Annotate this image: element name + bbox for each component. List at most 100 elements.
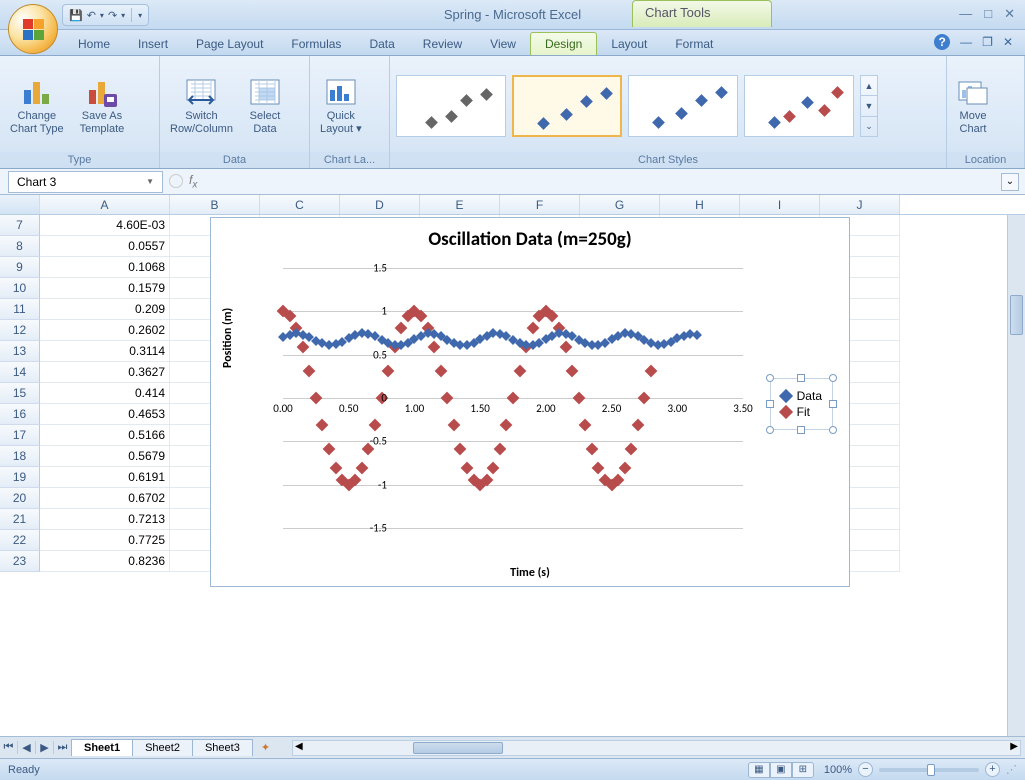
expand-formula-bar-button[interactable]: ⌄: [1001, 173, 1019, 191]
row-header[interactable]: 13: [0, 341, 40, 362]
window-minimize-icon[interactable]: —: [960, 35, 972, 49]
chart-style-preview[interactable]: [396, 75, 506, 137]
worksheet-grid[interactable]: ABCDEFGHIJ 74.60E-0380.055790.1068100.15…: [0, 195, 1025, 736]
data-point[interactable]: [631, 418, 644, 431]
row-header[interactable]: 15: [0, 383, 40, 404]
resize-grip-icon[interactable]: ⋰: [1006, 763, 1017, 776]
cell[interactable]: 0.0557: [40, 236, 170, 257]
fx-icon[interactable]: fx: [189, 173, 197, 190]
cell[interactable]: 0.5679: [40, 446, 170, 467]
tab-insert[interactable]: Insert: [124, 33, 182, 55]
zoom-level[interactable]: 100%: [824, 764, 852, 776]
tab-format[interactable]: Format: [661, 33, 727, 55]
zoom-out-button[interactable]: −: [858, 762, 873, 777]
select-all-button[interactable]: [0, 195, 40, 214]
sheet-tab[interactable]: Sheet3: [192, 739, 253, 756]
save-as-template-button[interactable]: Save As Template: [76, 72, 129, 140]
data-point[interactable]: [296, 340, 309, 353]
switch-row-column-button[interactable]: Switch Row/Column: [166, 72, 237, 140]
column-header[interactable]: J: [820, 195, 900, 214]
row-header[interactable]: 21: [0, 509, 40, 530]
zoom-slider[interactable]: [879, 768, 979, 772]
cell[interactable]: 0.2602: [40, 320, 170, 341]
cell[interactable]: 0.3114: [40, 341, 170, 362]
select-data-button[interactable]: Select Data: [245, 72, 285, 140]
row-header[interactable]: 9: [0, 257, 40, 278]
row-header[interactable]: 20: [0, 488, 40, 509]
tab-layout[interactable]: Layout: [597, 33, 661, 55]
scrollbar-thumb[interactable]: [1010, 295, 1023, 335]
horizontal-scrollbar[interactable]: ◀ ▶: [292, 740, 1021, 756]
sheet-tab[interactable]: Sheet1: [71, 739, 133, 756]
data-point[interactable]: [625, 443, 638, 456]
cell[interactable]: 0.209: [40, 299, 170, 320]
x-axis-label[interactable]: Time (s): [510, 566, 550, 580]
cell[interactable]: 0.6702: [40, 488, 170, 509]
column-header[interactable]: G: [580, 195, 660, 214]
cell[interactable]: 0.414: [40, 383, 170, 404]
close-button[interactable]: ✕: [1004, 6, 1015, 22]
zoom-in-button[interactable]: +: [985, 762, 1000, 777]
tab-page-layout[interactable]: Page Layout: [182, 33, 277, 55]
column-header[interactable]: C: [260, 195, 340, 214]
column-header[interactable]: B: [170, 195, 260, 214]
chart-title[interactable]: Oscillation Data (m=250g): [211, 218, 849, 255]
maximize-button[interactable]: □: [984, 6, 992, 22]
next-sheet-button[interactable]: ▶: [36, 741, 54, 754]
quick-layout-button[interactable]: Quick Layout ▾: [316, 72, 366, 140]
row-header[interactable]: 10: [0, 278, 40, 299]
chart-style-preview[interactable]: [744, 75, 854, 137]
vertical-scrollbar[interactable]: [1007, 215, 1025, 736]
cell[interactable]: 4.60E-03: [40, 215, 170, 236]
redo-icon[interactable]: ↷: [108, 9, 117, 22]
embedded-chart[interactable]: Oscillation Data (m=250g) Position (m) T…: [210, 217, 850, 587]
tab-data[interactable]: Data: [355, 33, 408, 55]
move-chart-button[interactable]: Move Chart: [953, 72, 993, 140]
column-header[interactable]: D: [340, 195, 420, 214]
data-point[interactable]: [309, 392, 322, 405]
data-point[interactable]: [303, 365, 316, 378]
data-point[interactable]: [447, 418, 460, 431]
cell[interactable]: 0.5166: [40, 425, 170, 446]
row-header[interactable]: 19: [0, 467, 40, 488]
name-box[interactable]: Chart 3▼: [8, 171, 163, 193]
column-header[interactable]: I: [740, 195, 820, 214]
chart-style-preview[interactable]: [512, 75, 622, 137]
sheet-tab[interactable]: Sheet2: [132, 739, 193, 756]
page-layout-view-button[interactable]: ▣: [770, 762, 792, 778]
data-point[interactable]: [382, 365, 395, 378]
tab-view[interactable]: View: [476, 33, 530, 55]
data-point[interactable]: [487, 462, 500, 475]
window-restore-icon[interactable]: ❐: [982, 35, 993, 49]
data-point[interactable]: [572, 392, 585, 405]
office-button[interactable]: [8, 4, 58, 54]
data-point[interactable]: [692, 330, 702, 340]
prev-sheet-button[interactable]: ◀: [18, 741, 36, 754]
column-header[interactable]: F: [500, 195, 580, 214]
row-header[interactable]: 8: [0, 236, 40, 257]
data-point[interactable]: [329, 462, 342, 475]
cell[interactable]: 0.8236: [40, 551, 170, 572]
tab-home[interactable]: Home: [64, 33, 124, 55]
row-header[interactable]: 14: [0, 362, 40, 383]
data-point[interactable]: [395, 321, 408, 334]
data-point[interactable]: [428, 340, 441, 353]
legend-item[interactable]: Fit: [781, 405, 822, 419]
data-point[interactable]: [461, 462, 474, 475]
zoom-slider-thumb[interactable]: [927, 764, 935, 776]
data-point[interactable]: [579, 418, 592, 431]
new-sheet-button[interactable]: ✦: [253, 739, 278, 756]
chart-legend[interactable]: DataFit: [770, 378, 833, 430]
data-point[interactable]: [566, 365, 579, 378]
column-header[interactable]: E: [420, 195, 500, 214]
cell[interactable]: 0.7725: [40, 530, 170, 551]
data-point[interactable]: [355, 462, 368, 475]
cell[interactable]: 0.4653: [40, 404, 170, 425]
data-point[interactable]: [500, 418, 513, 431]
column-header[interactable]: A: [40, 195, 170, 214]
data-point[interactable]: [638, 392, 651, 405]
data-point[interactable]: [441, 392, 454, 405]
window-close-icon[interactable]: ✕: [1003, 35, 1013, 49]
gallery-button[interactable]: ⌄: [861, 117, 877, 136]
data-point[interactable]: [316, 418, 329, 431]
